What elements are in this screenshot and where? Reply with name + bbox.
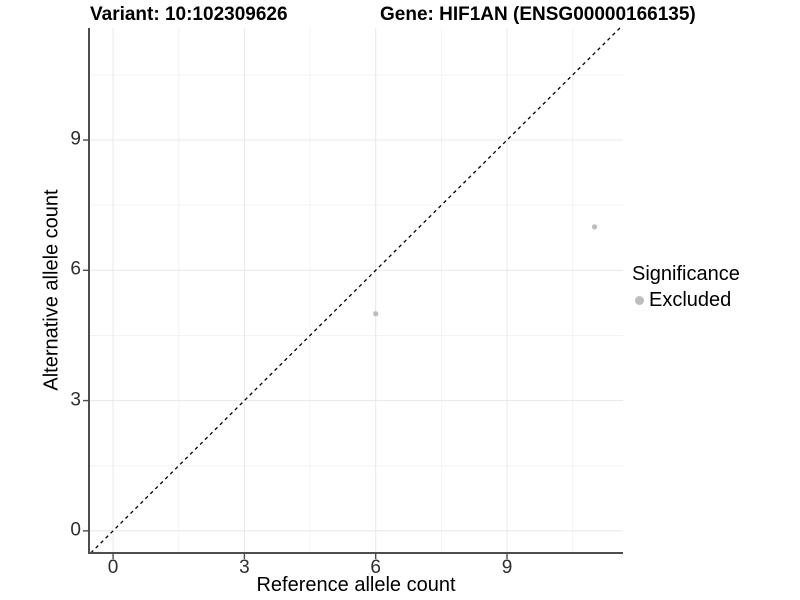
plot-title-variant: Variant: 10:102309626	[90, 4, 288, 25]
legend-item: Excluded	[632, 289, 740, 312]
legend: Significance Excluded	[632, 263, 740, 312]
x-axis-title: Reference allele count	[256, 574, 456, 596]
legend-key-dot	[635, 296, 644, 305]
data-point	[373, 311, 379, 317]
legend-title: Significance	[632, 263, 740, 285]
plot-title-gene: Gene: HIF1AN (ENSG00000166135)	[380, 4, 696, 25]
legend-item-label: Excluded	[649, 289, 732, 311]
data-point	[591, 224, 598, 230]
identity-line	[90, 27, 621, 554]
legend-items: Excluded	[632, 289, 740, 312]
y-axis-title: Alternative allele count	[40, 189, 63, 391]
